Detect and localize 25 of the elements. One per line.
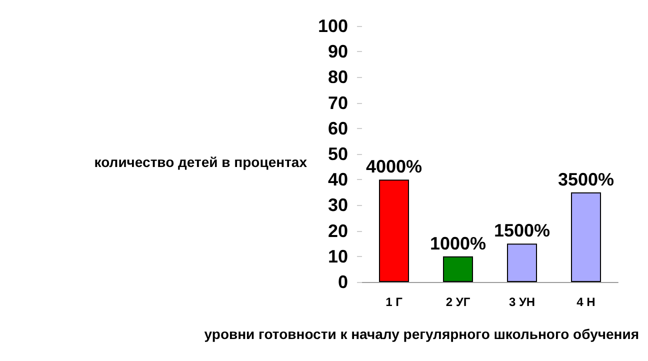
data-label: 1500% bbox=[494, 220, 550, 241]
y-tick-label: 50 bbox=[328, 144, 348, 164]
bar bbox=[507, 244, 537, 282]
y-tick-label: 70 bbox=[328, 92, 348, 113]
bar bbox=[443, 256, 473, 282]
y-axis-title: количество детей в процентах bbox=[94, 154, 308, 170]
y-tick-label: 100 bbox=[318, 16, 348, 36]
x-tick-label: 1 Г bbox=[386, 295, 403, 309]
y-tick-label: 30 bbox=[328, 195, 348, 216]
x-tick-label: 4 Н bbox=[576, 295, 596, 309]
y-tick-label: 80 bbox=[328, 67, 348, 88]
y-tick-label: 60 bbox=[328, 118, 348, 138]
y-tick-label: 0 bbox=[338, 272, 348, 292]
x-tick-label: 3 УН bbox=[508, 295, 536, 309]
bar bbox=[571, 192, 601, 282]
data-label: 1000% bbox=[430, 233, 486, 254]
y-tick-label: 20 bbox=[328, 220, 348, 241]
data-label: 3500% bbox=[558, 169, 614, 190]
y-tick-label: 40 bbox=[328, 170, 348, 190]
x-axis-title: уровни готовности к началу регулярного школьного обучения bbox=[204, 326, 640, 342]
bar bbox=[379, 180, 409, 282]
y-tick-label: 10 bbox=[328, 246, 348, 266]
x-tick-label: 2 УГ bbox=[446, 295, 470, 309]
data-label: 4000% bbox=[366, 156, 422, 177]
y-tick-label: 90 bbox=[328, 42, 348, 62]
